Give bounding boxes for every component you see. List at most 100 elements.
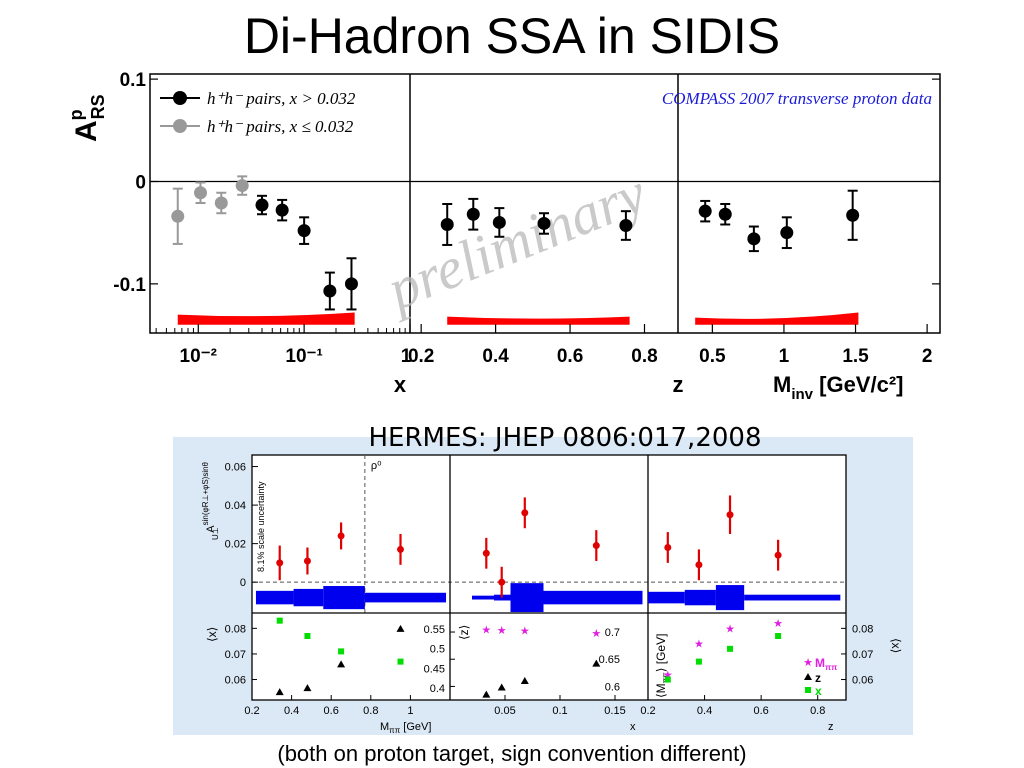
hermes-chart: HERMES: JHEP 0806:017,2008 0.06 0.04 0.02 0 A…	[173, 423, 913, 735]
data-point	[397, 545, 404, 553]
systematic-band	[715, 585, 745, 611]
data-point	[440, 217, 454, 231]
sub-data-point-square	[775, 633, 782, 640]
data-point	[592, 542, 600, 550]
sub-y-axis-label: ⟨x⟩	[205, 627, 219, 642]
legend-label: x	[815, 684, 822, 698]
data-point	[482, 549, 490, 557]
x-tick-label: 0.6	[753, 705, 768, 717]
legend-label: Mππ	[815, 656, 837, 672]
sub-data-point-triangle	[303, 684, 312, 692]
y-tick-label: -0.1	[113, 275, 146, 296]
x-tick-label: 0.2	[244, 705, 259, 717]
sub-y-axis-label: ⟨Mππ⟩ [GeV]	[654, 634, 670, 698]
sub-y2-axis-label: ⟨x⟩	[889, 638, 903, 653]
systematic-band	[472, 595, 494, 600]
sub-data-point-star: ★	[497, 624, 507, 637]
systematic-band	[695, 312, 859, 325]
compass-chart: 0.1 0 -0.1 Ap RS h⁺h⁻ pairs, x > 0.032 h⁺h⁻ pa…	[66, 70, 941, 403]
data-point	[303, 557, 311, 565]
y-tick-label: 0.02	[225, 539, 246, 551]
x-tick-label: 0.2	[408, 346, 434, 367]
sub-data-point-star: ★	[773, 617, 783, 630]
data-point	[344, 277, 358, 291]
systematic-band	[364, 592, 447, 603]
sub-y2-tick-label: 0.06	[852, 675, 873, 687]
data-point	[194, 186, 208, 200]
data-point	[619, 219, 633, 233]
x-tick-label: 0.2	[640, 705, 655, 717]
sub-data-point-square	[664, 676, 671, 683]
sub-data-point-star: ★	[520, 624, 530, 637]
systematic-band	[177, 312, 355, 325]
data-point	[521, 509, 529, 517]
x-tick-label: 0.5	[699, 346, 726, 367]
x-tick-label: 0.8	[810, 705, 825, 717]
data-point	[726, 511, 734, 519]
data-point	[337, 532, 345, 540]
data-point	[214, 196, 228, 210]
x-axis-label: Minv [GeV/c²]	[773, 372, 903, 403]
data-point	[235, 179, 249, 193]
experiment-label: COMPASS 2007 transverse proton data	[662, 89, 932, 108]
sub-y-tick-label: 0.65	[599, 654, 620, 666]
scale-note: 8.1% scale uncertainty	[256, 481, 266, 572]
sub-data-point-square	[304, 633, 311, 640]
x-tick-label: 0.4	[284, 705, 299, 717]
x-axis-label: x	[630, 721, 636, 733]
hermes-title: HERMES: JHEP 0806:017,2008	[368, 423, 761, 453]
sub-y-tick-label: 0.7	[605, 627, 620, 639]
data-point	[537, 216, 551, 230]
legend-marker-triangle	[804, 673, 812, 680]
x-tick-label: 1	[401, 346, 412, 367]
sub-data-point-star: ★	[725, 622, 735, 635]
data-point	[846, 208, 860, 222]
x-tick-label: 0.8	[631, 346, 657, 367]
x-tick-label: 0.15	[604, 705, 625, 717]
x-tick-label: 0.4	[482, 346, 509, 367]
data-point	[747, 232, 761, 246]
sub-data-point-square	[276, 617, 283, 624]
x-tick-label: 0.1	[552, 705, 567, 717]
sub-data-point-square	[338, 648, 345, 655]
legend-marker-star: ★	[803, 656, 813, 669]
watermark: preliminary	[375, 160, 655, 324]
legend-marker-square	[805, 687, 811, 693]
x-tick-label: 0.05	[494, 705, 515, 717]
systematic-band	[510, 583, 544, 613]
sub-y-tick-label: 0.08	[225, 623, 246, 635]
systematic-band	[684, 589, 716, 606]
data-point	[255, 198, 269, 212]
data-point	[718, 207, 732, 221]
systematic-band	[744, 594, 841, 601]
y-axis-label: Asin(φR⊥+φS)sinθU⊥	[201, 461, 220, 540]
sub-y-tick-label: 0.06	[225, 675, 246, 687]
legend-marker	[173, 91, 187, 105]
systematic-band	[323, 586, 365, 610]
slide-caption: (both on proton target, sign convention …	[277, 741, 747, 766]
sub-y2-tick-label: 0.5	[430, 644, 445, 656]
data-point	[297, 224, 311, 238]
sub-data-point-star: ★	[694, 638, 704, 651]
sub-data-point-triangle	[497, 683, 506, 691]
data-point	[171, 209, 185, 223]
x-axis-label: z	[673, 372, 684, 397]
systematic-band	[447, 316, 630, 325]
x-tick-label: 1.5	[842, 346, 869, 367]
systematic-band	[293, 588, 324, 607]
sub-data-point-triangle	[275, 688, 284, 696]
y-tick-label: 0.1	[120, 70, 147, 91]
systematic-band	[543, 590, 643, 605]
sub-data-point-square	[727, 645, 734, 652]
sub-data-point-star: ★	[481, 623, 491, 636]
sub-data-point-triangle	[520, 676, 529, 684]
y-tick-label: 0	[240, 577, 246, 589]
y-tick-label: 0.06	[225, 462, 246, 474]
x-axis-label: Mππ [GeV]	[380, 721, 431, 735]
x-tick-label: 10⁻¹	[285, 346, 323, 367]
sub-data-point-triangle	[482, 690, 491, 698]
hermes-frame	[251, 454, 847, 701]
sub-y-tick-label: 0.6	[605, 681, 620, 693]
rho-label: ρ⁰	[371, 460, 382, 472]
